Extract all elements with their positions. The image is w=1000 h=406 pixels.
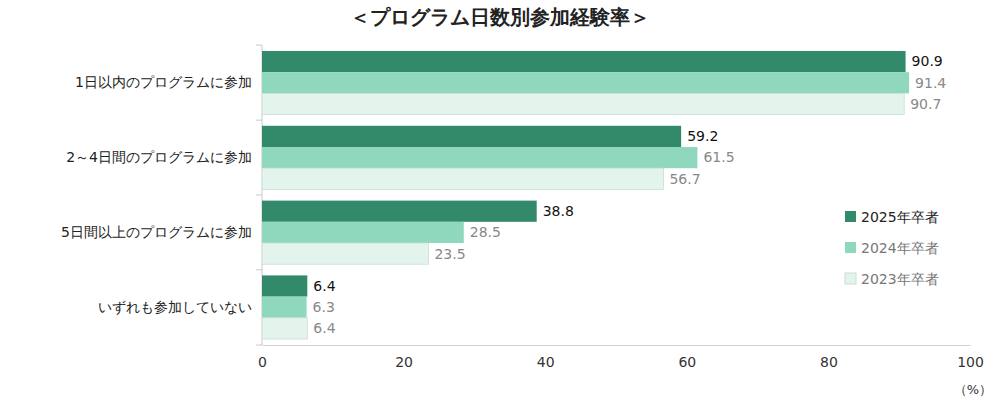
legend-label: 2025年卒者 xyxy=(861,209,939,225)
data-label: 90.7 xyxy=(910,96,941,112)
series xyxy=(262,72,909,318)
y-tick: 2～4日間のプログラムに参加 xyxy=(66,149,262,165)
y-axis: 1日以内のプログラムに参加 2～4日間のプログラムに参加 5日間以上のプログラムに参… xyxy=(61,45,262,345)
x-tick-label: 20 xyxy=(395,354,413,370)
legend-item: 2025年卒者 xyxy=(845,209,939,225)
x-tick: 100 xyxy=(957,345,984,370)
x-axis: 0 20 40 60 80 100 xyxy=(258,345,984,370)
bar xyxy=(262,201,537,222)
bar xyxy=(262,222,464,243)
y-tick: いずれも参加していない xyxy=(98,299,262,315)
data-label: 91.4 xyxy=(915,75,946,91)
x-tick-label: 0 xyxy=(258,354,267,370)
data-label: 38.8 xyxy=(543,203,574,219)
legend-swatch xyxy=(845,242,856,253)
bar xyxy=(262,147,697,168)
legend-label: 2023年卒者 xyxy=(861,271,939,287)
y-tick-label: 5日間以上のプログラムに参加 xyxy=(61,224,252,240)
y-separator xyxy=(256,269,262,270)
y-tick-label: 2～4日間のプログラムに参加 xyxy=(66,149,252,165)
data-label: 6.4 xyxy=(313,278,335,294)
legend-label: 2024年卒者 xyxy=(861,240,939,256)
bar xyxy=(262,93,904,114)
title: ＜プログラム日数別参加経験率＞ xyxy=(350,5,650,29)
bar xyxy=(262,275,307,296)
x-tick-label: 80 xyxy=(820,354,838,370)
x-tick-label: 100 xyxy=(957,354,984,370)
legend-swatch xyxy=(845,273,856,284)
bar xyxy=(262,168,663,189)
data-label: 56.7 xyxy=(669,171,700,187)
data-label: 59.2 xyxy=(687,128,718,144)
plot: 0 20 40 60 80 100 1日以内のプログラムに参加 2～4日間のプログラムに参加 5… xyxy=(61,45,984,370)
x-tick: 80 xyxy=(820,345,838,370)
legend-swatch xyxy=(845,211,856,222)
data-label: 6.3 xyxy=(313,299,335,315)
data-label: 23.5 xyxy=(434,246,465,262)
x-tick: 60 xyxy=(678,345,696,370)
data-labels: 90.9 59.2 38.8 6.4 91.4 61.5 28.5 6.3 90.7 56.7 23… xyxy=(313,53,947,336)
y-separator xyxy=(256,195,262,196)
data-label: 61.5 xyxy=(703,149,734,165)
y-tick-label: 1日以内のプログラムに参加 xyxy=(75,74,252,90)
legend: 2025年卒者 2024年卒者 2023年卒者 xyxy=(845,209,939,287)
y-tick-label: いずれも参加していない xyxy=(98,299,252,315)
data-label: 6.4 xyxy=(313,320,335,336)
data-label: 28.5 xyxy=(470,224,501,240)
x-tick: 40 xyxy=(537,345,555,370)
y-tick: 1日以内のプログラムに参加 xyxy=(75,74,262,90)
x-axis-label: （%） xyxy=(954,382,992,397)
x-tick: 0 xyxy=(258,345,267,370)
series xyxy=(262,93,904,339)
bar xyxy=(262,318,307,339)
x-tick-label: 60 xyxy=(678,354,696,370)
data-label: 90.9 xyxy=(912,53,943,69)
bars xyxy=(262,51,909,339)
bar xyxy=(262,72,909,93)
bar xyxy=(262,51,906,72)
chart: ＜プログラム日数別参加経験率＞ 0 20 40 60 80 100 1日以内のプログラムに参加… xyxy=(0,0,1000,406)
legend-item: 2024年卒者 xyxy=(845,240,939,256)
y-separator xyxy=(256,45,262,46)
y-tick: 5日間以上のプログラムに参加 xyxy=(61,224,262,240)
x-tick-label: 40 xyxy=(537,354,555,370)
y-separator xyxy=(256,345,262,346)
y-separator xyxy=(256,120,262,121)
x-tick: 20 xyxy=(395,345,413,370)
bar xyxy=(262,297,307,318)
bar xyxy=(262,126,681,147)
bar xyxy=(262,243,428,264)
legend-item: 2023年卒者 xyxy=(845,271,939,287)
x-axis-line xyxy=(263,345,971,346)
